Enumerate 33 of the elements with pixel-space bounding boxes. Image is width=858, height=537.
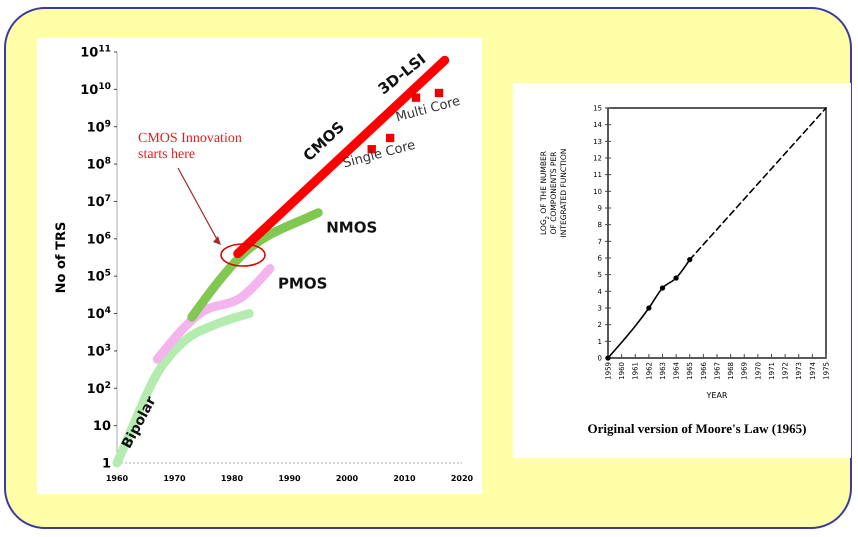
x-tick-label: 2020 — [450, 474, 474, 483]
text: Multi Core — [394, 94, 462, 126]
point — [646, 305, 652, 311]
y-tick-label: 10$^{9}$ — [86, 119, 111, 136]
series-label: NMOS — [326, 218, 378, 237]
y-tick-label: 10$^{8}$ — [86, 156, 111, 173]
x-axis-title: YEAR — [706, 391, 728, 400]
point — [434, 88, 444, 98]
x-tick-label: 1990 — [278, 474, 302, 483]
y-tick-label: 10$^{10}$ — [80, 82, 111, 98]
y-tick-label: 10$^{7}$ — [86, 194, 111, 210]
x-tick-label: 2010 — [393, 474, 416, 483]
series-label: PMOS — [278, 274, 328, 293]
point — [605, 355, 611, 361]
x-tick-label: 1960 — [106, 474, 129, 483]
text: Original version of Moore's Law (1965) — [588, 421, 806, 436]
annotation: CMOS Innovation starts here — [138, 131, 242, 162]
x-tick-label: 1970 — [163, 474, 186, 483]
y-tick-label: 10$^{5}$ — [86, 268, 111, 285]
x-tick-label: 2000 — [336, 474, 359, 483]
point — [673, 275, 679, 281]
y-tick-label: 10$^{6}$ — [86, 231, 111, 248]
point — [386, 134, 394, 142]
y-tick-label: 10 — [92, 419, 111, 434]
y-axis-title: No of TRS — [54, 222, 69, 294]
point — [660, 285, 666, 291]
text: Single Core — [341, 138, 417, 172]
y-tick-label: 1 — [102, 456, 111, 472]
y-tick-label: 10$^{2}$ — [86, 380, 111, 397]
y-tick-label: 10$^{11}$ — [80, 44, 111, 61]
x-tick-label: 1980 — [220, 474, 244, 483]
y-tick-label: 10$^{3}$ — [86, 343, 111, 360]
y-tick-label: 10$^{4}$ — [86, 306, 111, 322]
